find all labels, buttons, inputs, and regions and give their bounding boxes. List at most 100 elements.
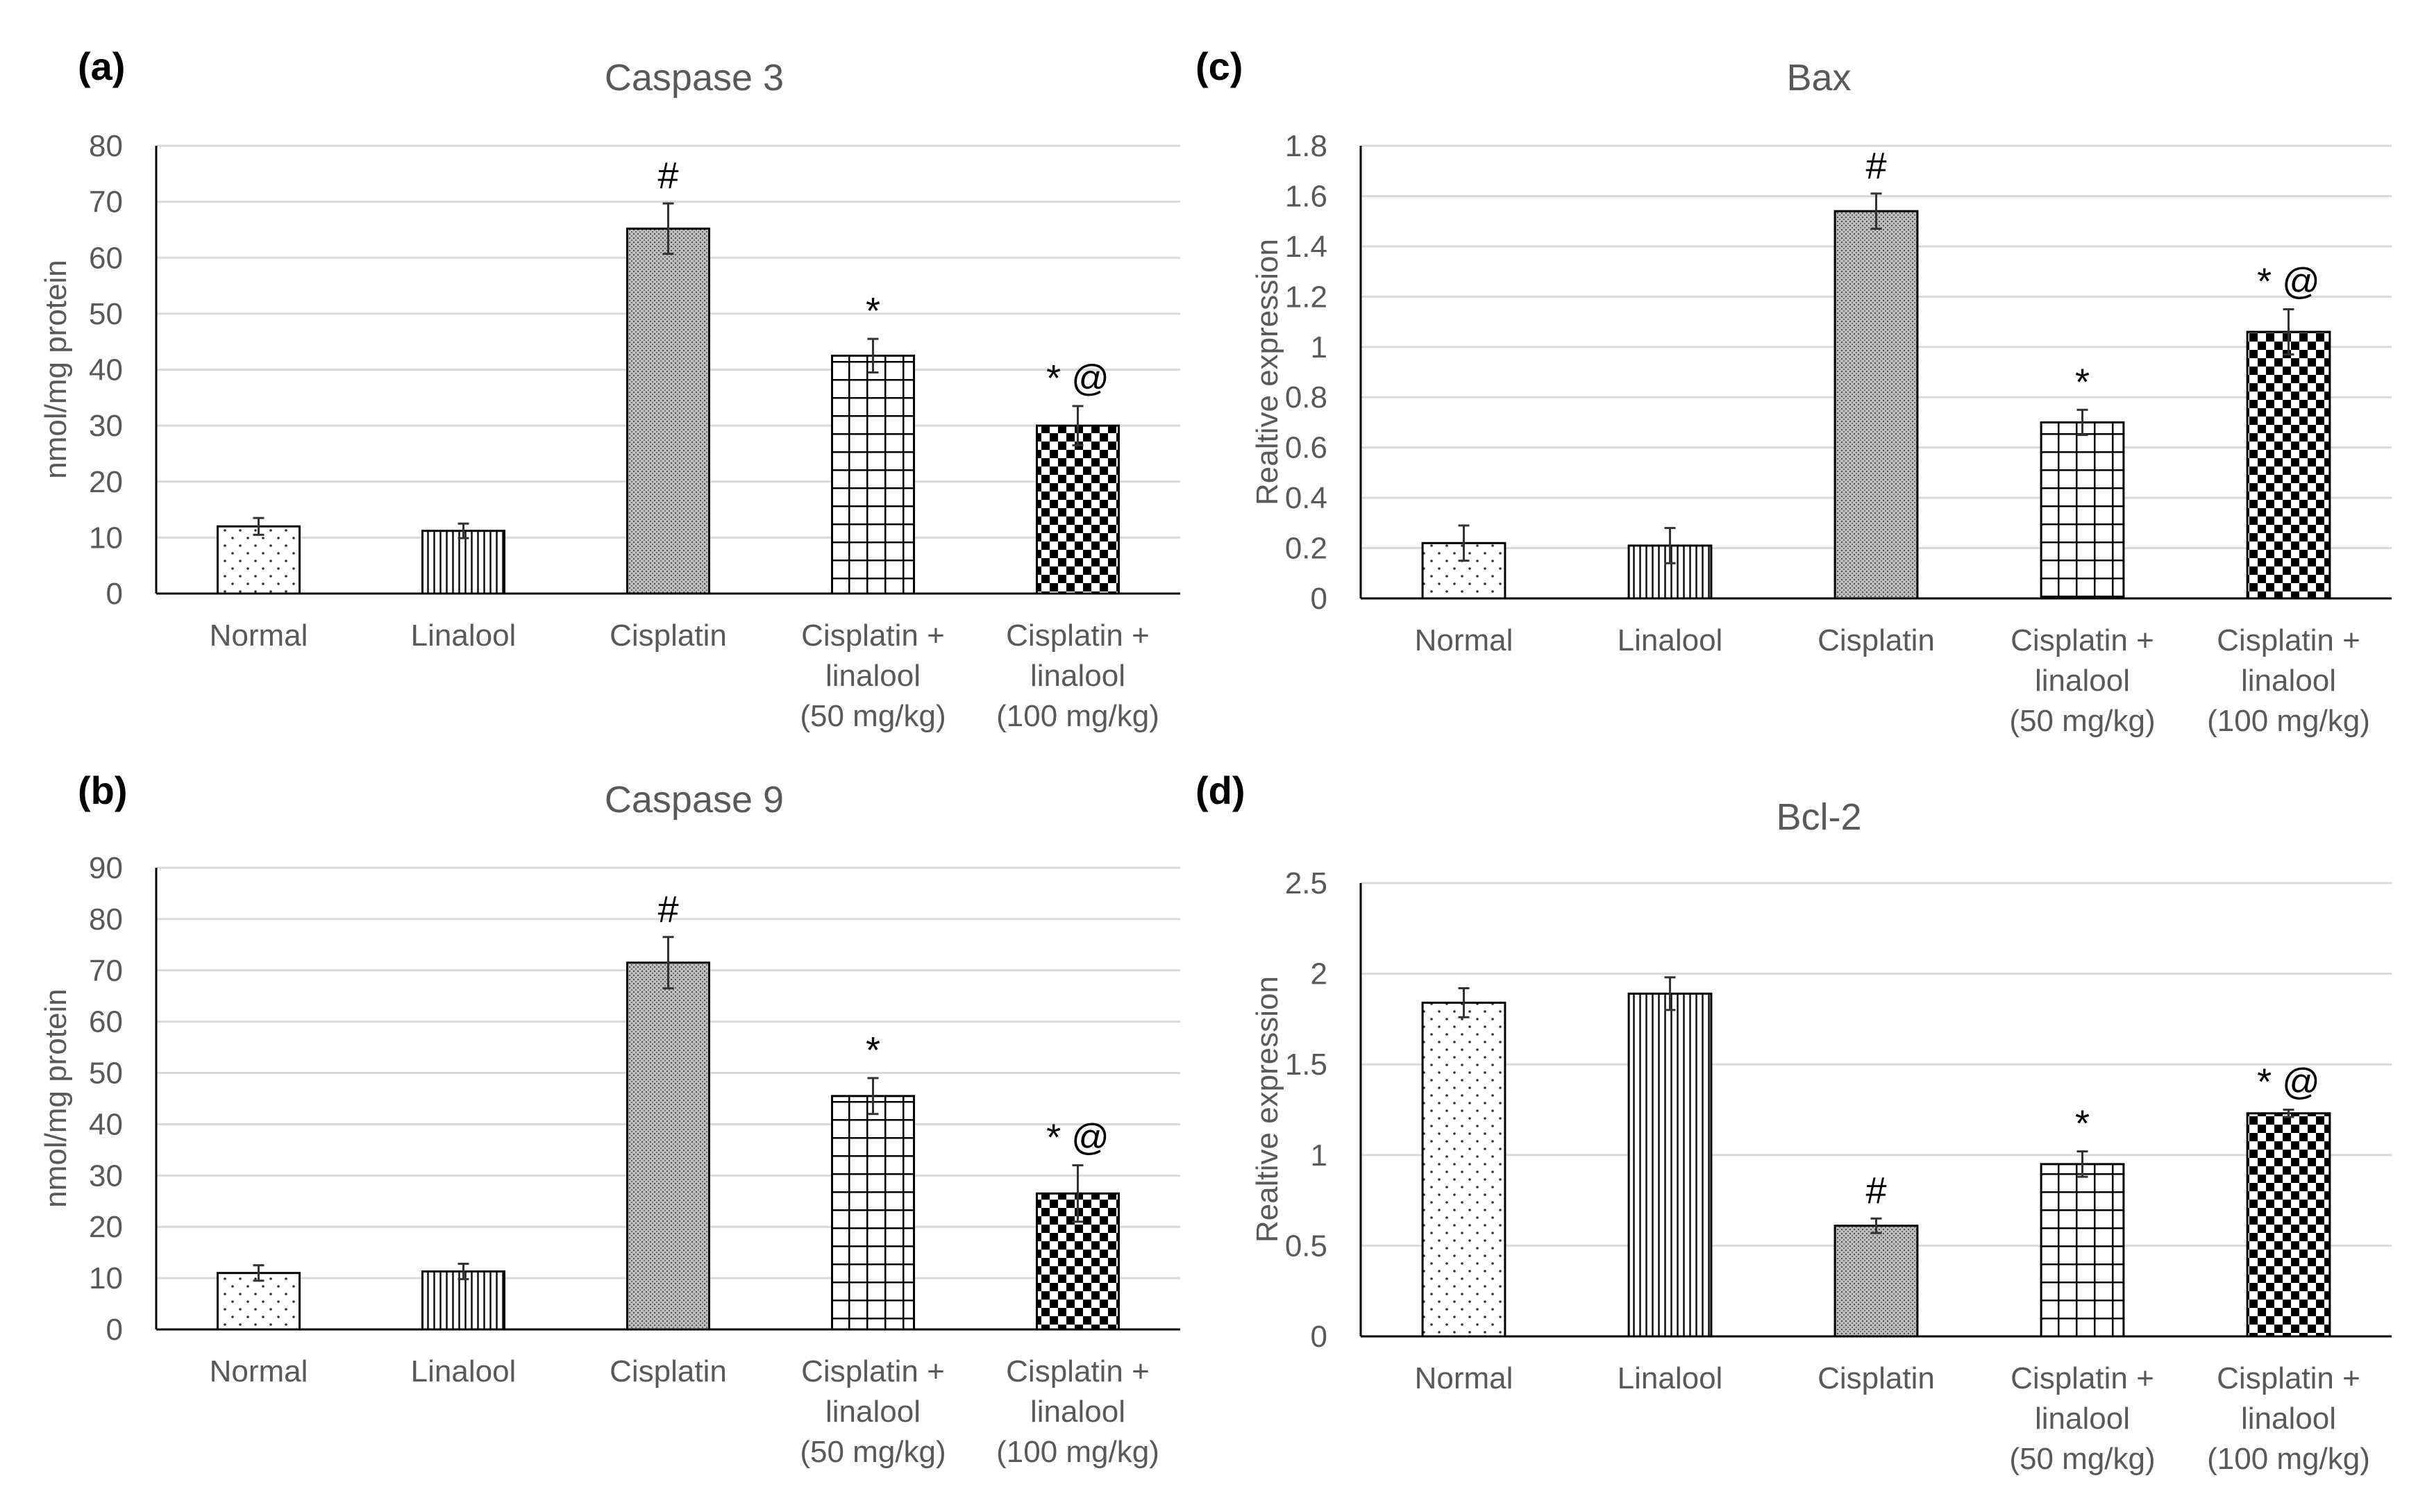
bar (1036, 424, 1120, 595)
chart-panel-1: (a) Caspase 3 nmol/mg protein 0 10 20 30 40 50 60… (39, 44, 1180, 733)
x-tick-label-line: Normal (210, 1354, 308, 1388)
chart-title: Bax (1786, 57, 1851, 99)
x-tick-label-line: Linalool (411, 619, 517, 653)
y-tick-label: 40 (89, 1107, 123, 1141)
x-tick-label: Cisplatin + linalool (50 mg/kg) (800, 619, 946, 733)
x-tick-label-line: linalool (2035, 1402, 2130, 1436)
x-tick-label: Cisplatin (610, 1354, 727, 1388)
y-tick-label: 1 (1311, 1139, 1327, 1173)
y-tick-label: 1.5 (1285, 1048, 1327, 1082)
y-tick-label: 0 (1311, 1320, 1327, 1354)
significance-marker: * (2075, 1103, 2090, 1145)
y-tick-label: 80 (89, 129, 123, 163)
x-tick-label: Linalool (411, 619, 517, 653)
x-tick-label: Cisplatin + linalool (100 mg/kg) (2207, 623, 2370, 738)
x-tick-label: Linalool (1618, 1361, 1723, 1395)
x-tick-label-line: Cisplatin + (801, 1354, 945, 1388)
x-tick-label: Cisplatin + linalool (100 mg/kg) (996, 1354, 1159, 1469)
y-tick-label: 20 (89, 1210, 123, 1244)
x-tick-label-line: (100 mg/kg) (2207, 704, 2370, 738)
x-tick-label: Normal (1415, 1361, 1513, 1395)
y-tick-label: 2 (1311, 957, 1327, 991)
x-tick-label: Cisplatin (1818, 1361, 1935, 1395)
panel-label: (b) (78, 768, 128, 812)
significance-marker: # (657, 889, 678, 930)
x-tick-label-line: Normal (1415, 623, 1513, 657)
significance-marker: * @ (2257, 260, 2320, 302)
y-tick-label: 1.4 (1285, 230, 1327, 264)
significance-marker: * (866, 1030, 880, 1071)
x-tick-label-line: (50 mg/kg) (800, 699, 946, 733)
x-tick-label: Normal (1415, 623, 1513, 657)
y-tick-label: 30 (89, 409, 123, 443)
bar (1627, 992, 1713, 1338)
y-axis-label: nmol/mg protein (39, 989, 73, 1207)
significance-marker: * @ (1046, 1117, 1109, 1159)
y-tick-label: 0.2 (1285, 532, 1327, 566)
bar (421, 1270, 505, 1331)
bar (2246, 330, 2331, 600)
y-tick-label: 30 (89, 1159, 123, 1193)
significance-marker: * @ (2257, 1061, 2320, 1103)
y-axis-label: Realtive expression (1250, 976, 1284, 1243)
significance-marker: * @ (1046, 358, 1109, 399)
x-tick-label-line: Cisplatin + (2217, 623, 2360, 657)
x-tick-label: Normal (210, 1354, 308, 1388)
x-tick-label-line: Linalool (1618, 1361, 1723, 1395)
y-tick-label: 70 (89, 954, 123, 988)
x-tick-label: Cisplatin (610, 619, 727, 653)
bar (1833, 1225, 1919, 1338)
x-tick-label-line: Cisplatin + (2011, 623, 2154, 657)
bar (626, 961, 710, 1331)
x-tick-label-line: Cisplatin + (1006, 619, 1150, 653)
x-tick-label-line: (50 mg/kg) (2009, 1442, 2155, 1476)
y-tick-label: 2.5 (1285, 866, 1327, 900)
significance-marker: # (1865, 1170, 1886, 1211)
bar (217, 1272, 301, 1331)
chart-title: Caspase 9 (605, 779, 784, 821)
x-tick-label-line: Linalool (411, 1354, 517, 1388)
x-tick-label: Linalool (411, 1354, 517, 1388)
y-tick-label: 60 (89, 1005, 123, 1039)
bar (1036, 1192, 1120, 1331)
chart-panel-4: (d) Bcl-2 Realtive expression 0 0.5 1 1.5 2 2.5 N… (1195, 768, 2392, 1476)
y-tick-label: 0 (1311, 582, 1327, 616)
y-tick-label: 60 (89, 241, 123, 275)
x-tick-label: Cisplatin (1818, 623, 1935, 657)
x-tick-label-line: linalool (2035, 664, 2130, 698)
panel-label: (d) (1195, 768, 1245, 812)
y-tick-label: 80 (89, 902, 123, 936)
x-tick-label-line: linalool (1030, 659, 1125, 693)
x-tick-label: Cisplatin + linalool (50 mg/kg) (2009, 623, 2155, 738)
panel-label: (c) (1195, 44, 1243, 88)
x-tick-label-line: Cisplatin (1818, 1361, 1935, 1395)
x-tick-label-line: Cisplatin + (2217, 1361, 2360, 1395)
x-tick-label: Linalool (1618, 623, 1723, 657)
x-tick-label-line: Linalool (1618, 623, 1723, 657)
y-tick-label: 1 (1311, 330, 1327, 364)
x-tick-label: Cisplatin + linalool (50 mg/kg) (2009, 1361, 2155, 1476)
x-tick-label-line: (100 mg/kg) (996, 699, 1159, 733)
bar (217, 525, 301, 595)
bar (831, 354, 915, 595)
x-tick-label-line: (50 mg/kg) (800, 1435, 946, 1469)
chart-title: Bcl-2 (1776, 796, 1861, 838)
chart-title: Caspase 3 (605, 57, 784, 99)
y-tick-label: 1.6 (1285, 179, 1327, 213)
bar (831, 1095, 915, 1331)
x-tick-label: Cisplatin + linalool (100 mg/kg) (996, 619, 1159, 733)
y-axis-label: Realtive expression (1250, 239, 1284, 505)
y-tick-label: 0.8 (1285, 380, 1327, 414)
y-tick-label: 0 (106, 577, 123, 611)
bar (1421, 1001, 1506, 1338)
x-tick-label-line: Cisplatin + (1006, 1354, 1150, 1388)
x-tick-label-line: linalool (2241, 1402, 2336, 1436)
y-tick-label: 1.2 (1285, 280, 1327, 314)
y-tick-label: 1.8 (1285, 129, 1327, 163)
significance-marker: # (657, 155, 678, 196)
y-tick-label: 40 (89, 353, 123, 387)
x-tick-label-line: Cisplatin (610, 619, 727, 653)
x-tick-label-line: linalool (825, 1395, 921, 1429)
significance-marker: * (866, 290, 880, 332)
